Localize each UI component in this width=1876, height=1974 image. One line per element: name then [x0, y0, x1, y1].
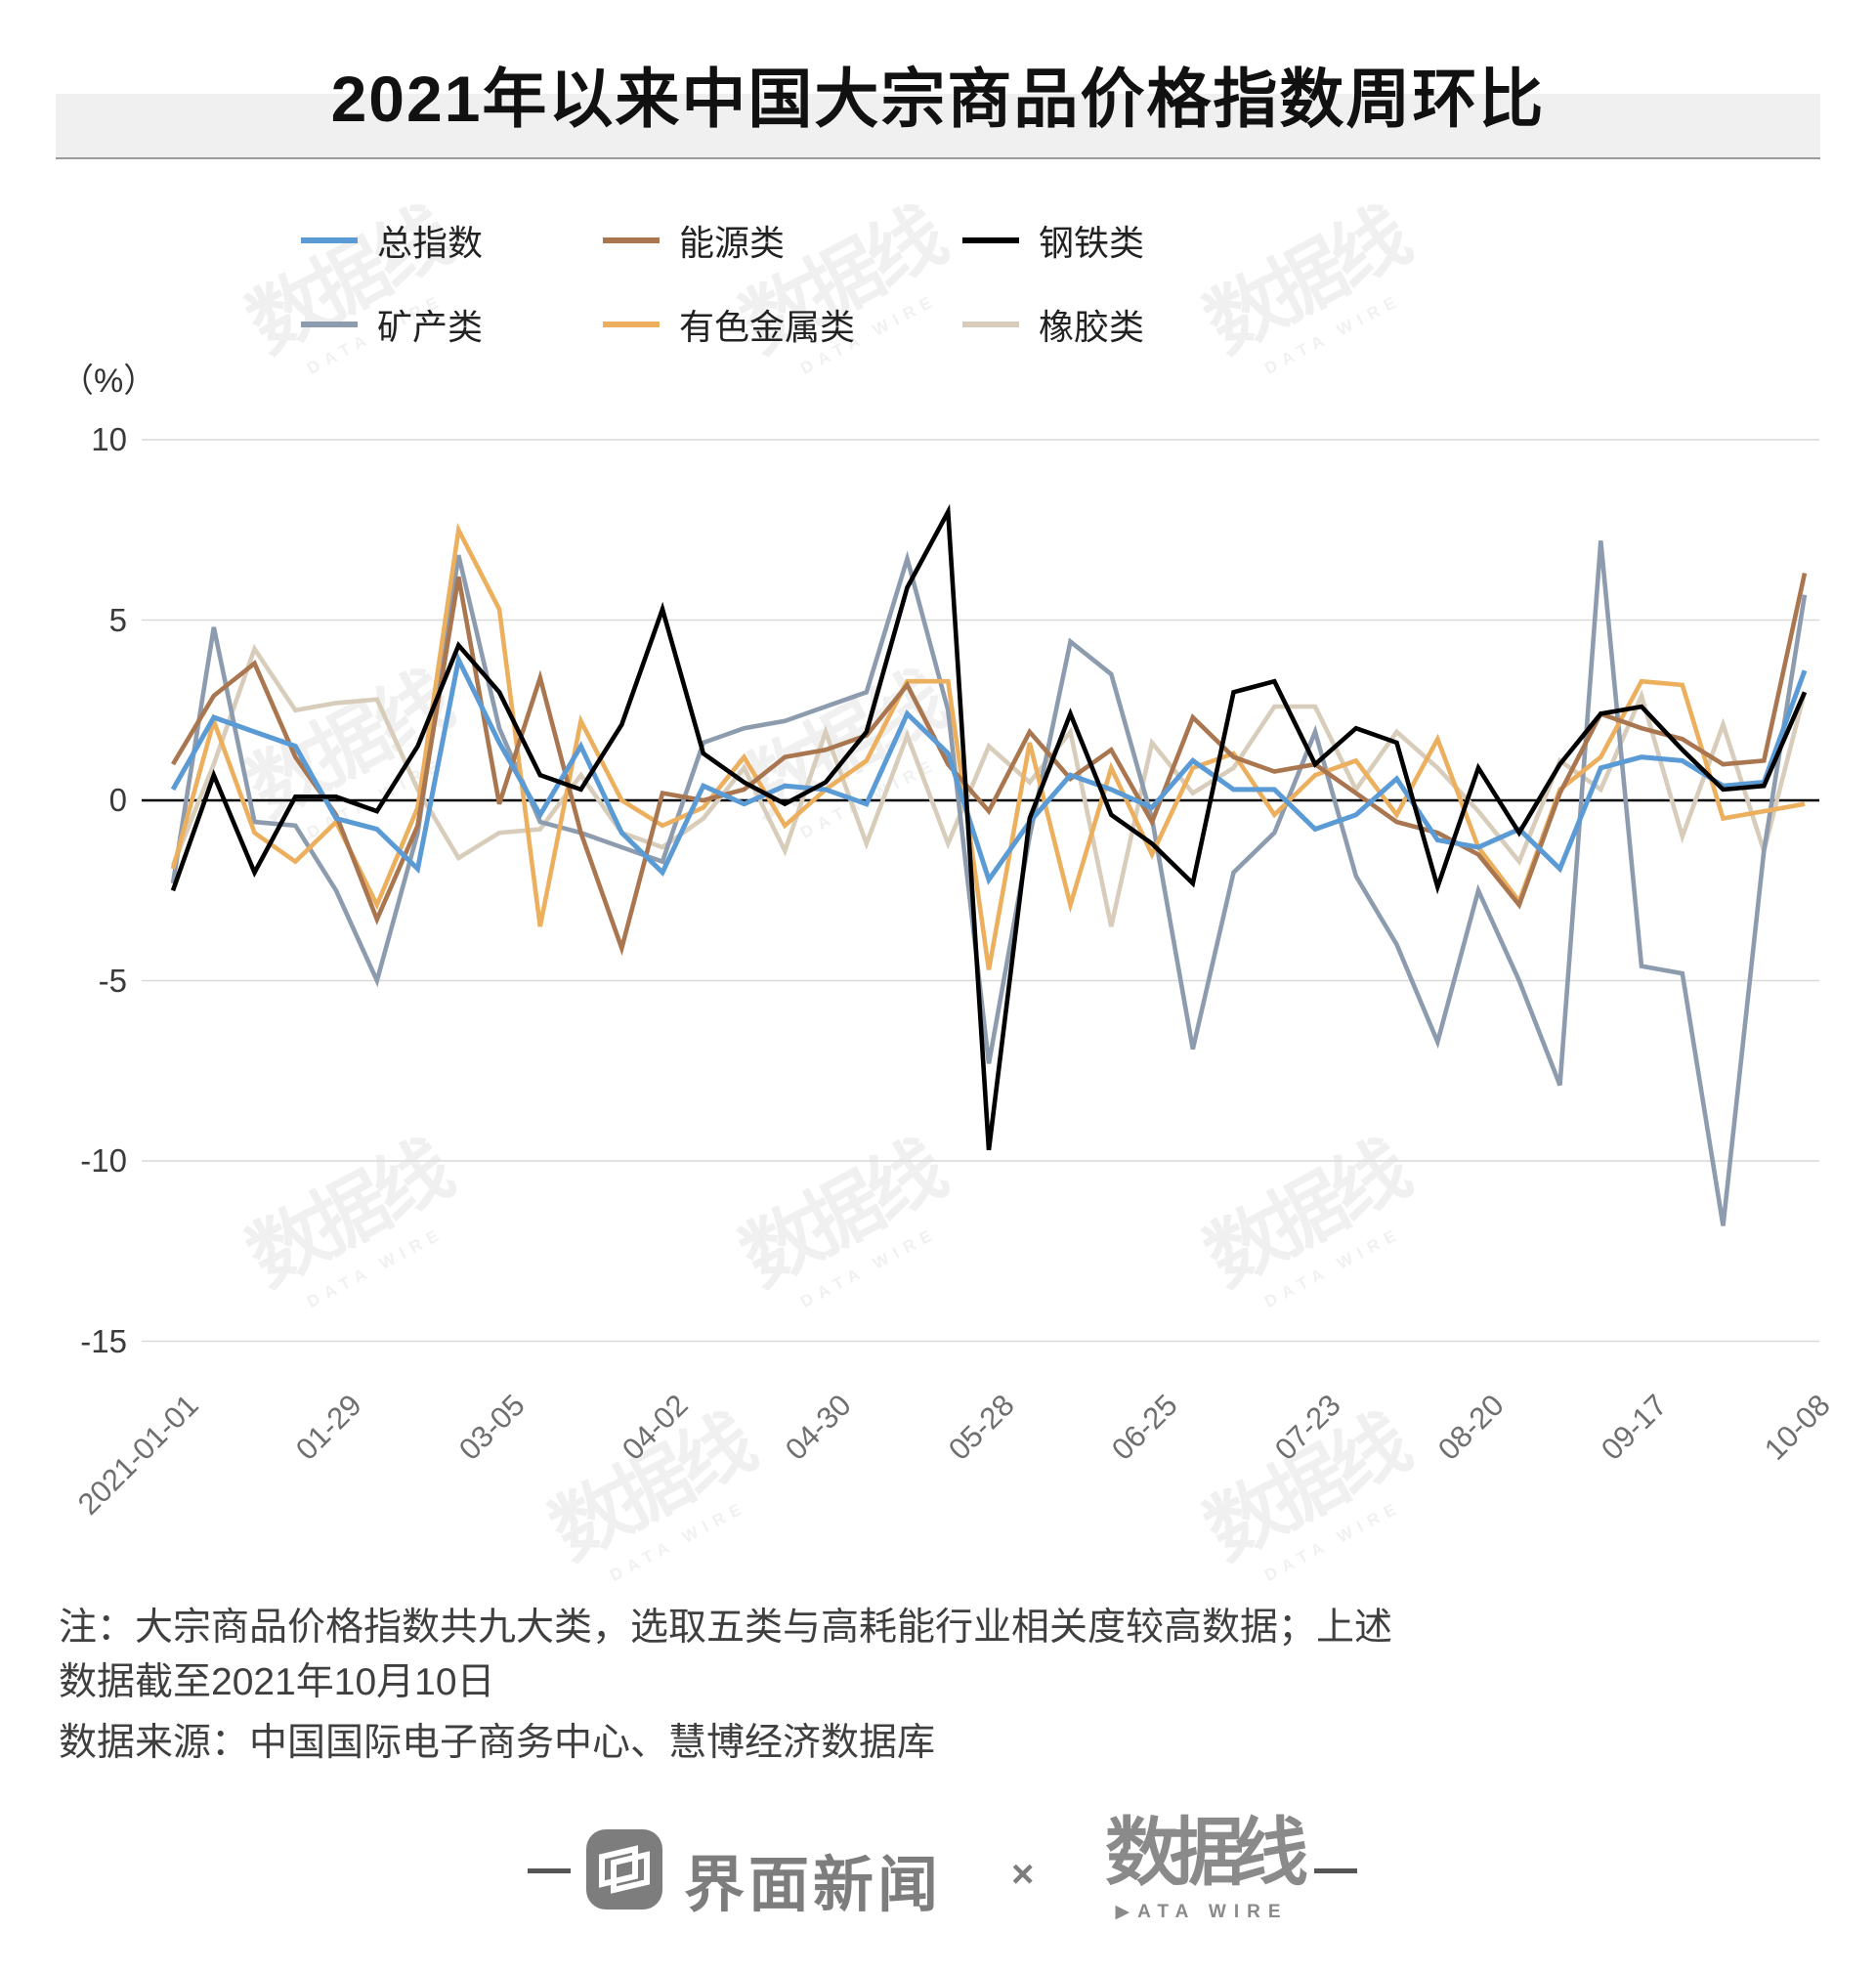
- page-title: 2021年以来中国大宗商品价格指数周环比: [330, 63, 1546, 135]
- jiemian-logo-glyph: [599, 1845, 650, 1894]
- legend-label: 钢铁类: [1039, 223, 1145, 263]
- jiemian-news-logo-icon: [586, 1829, 662, 1910]
- legend-label: 能源类: [679, 223, 786, 263]
- y-tick-label--10: -10: [80, 1142, 127, 1179]
- series-line-橡胶类: [170, 643, 1808, 927]
- series-line-钢铁类: [170, 503, 1808, 1151]
- title-underline: [56, 157, 1820, 159]
- legend-swatch-能源类: [603, 237, 660, 243]
- title-band: [56, 94, 1820, 158]
- y-tick-label-5: 5: [108, 601, 127, 638]
- legend-swatch-橡胶类: [962, 322, 1019, 327]
- legend-item-矿产类: 矿产类: [301, 303, 483, 347]
- jiemian-news-wordmark: 界面新闻: [684, 1852, 943, 1919]
- y-tick-label--15: -15: [80, 1322, 127, 1359]
- legend-label: 有色金属类: [679, 307, 856, 347]
- legend-item-总指数: 总指数: [301, 219, 483, 263]
- legend-swatch-有色金属类: [603, 322, 660, 327]
- y-tick-label-10: 10: [91, 421, 127, 457]
- legend-item-橡胶类: 橡胶类: [962, 303, 1144, 347]
- series-line-总指数: [170, 652, 1808, 885]
- datawire-logo: 数据线 ▶ATA WIRE: [1075, 1813, 1329, 1923]
- legend-item-能源类: 能源类: [603, 219, 785, 263]
- footnote-text: 注：大宗商品价格指数共九大类，选取五类与高耗能行业相关度较高数据；上述数据截至2…: [59, 1607, 1393, 1703]
- legend-label: 矿产类: [377, 307, 484, 347]
- datawire-wordmark: 数据线: [1105, 1812, 1308, 1895]
- y-axis-unit-label: （%）: [61, 363, 157, 400]
- legend-item-有色金属类: 有色金属类: [603, 303, 855, 347]
- footer-left-dash: [528, 1868, 571, 1873]
- legend-label: 橡胶类: [1039, 307, 1145, 347]
- series-line-能源类: [171, 573, 1808, 957]
- legend-swatch-总指数: [301, 237, 358, 243]
- data-source-text: 数据来源：中国国际电子商务中心、慧博经济数据库: [59, 1722, 936, 1764]
- legend-swatch-钢铁类: [962, 237, 1019, 243]
- multiply-sign: ×: [1011, 1853, 1035, 1896]
- y-tick-label-0: 0: [108, 782, 127, 818]
- datawire-subtitle: ▶ATA WIRE: [1115, 1902, 1289, 1922]
- y-tick-label--5: -5: [98, 962, 127, 999]
- legend-swatch-矿产类: [301, 322, 358, 327]
- legend-label: 总指数: [377, 223, 484, 263]
- legend-item-钢铁类: 钢铁类: [962, 219, 1144, 263]
- footer-right-dash: [1314, 1868, 1357, 1873]
